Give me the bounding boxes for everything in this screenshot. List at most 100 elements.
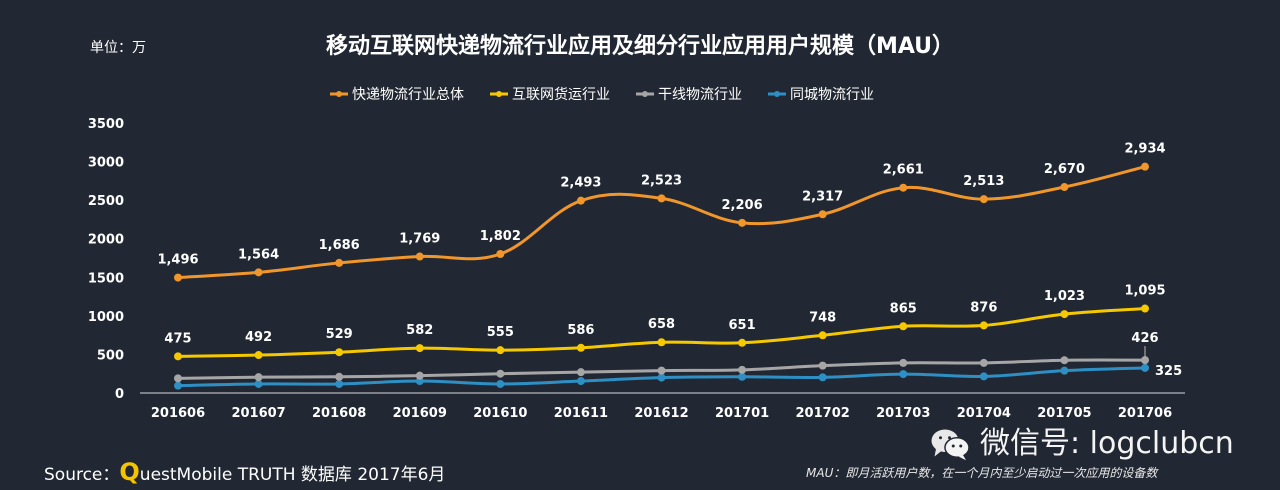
legend-item: 互联网货运行业 (490, 84, 610, 104)
unit-label: 单位：万 (90, 40, 146, 56)
data-point (335, 379, 344, 388)
x-tick-label: 201704 (957, 406, 1011, 421)
data-point (335, 348, 344, 357)
data-label: 1,769 (399, 232, 440, 247)
data-point (899, 183, 908, 192)
data-point (576, 368, 585, 377)
legend-label: 快递物流行业总体 (352, 87, 464, 103)
legend-marker (636, 91, 654, 97)
data-label: 2,661 (883, 163, 924, 178)
data-label: 555 (487, 325, 514, 340)
legend-label: 同城物流行业 (790, 87, 874, 103)
legend-marker (330, 91, 348, 97)
data-point (899, 370, 908, 379)
source-rest: uestMobile TRUTH 数据库 2017年6月 (139, 465, 446, 485)
data-point (415, 344, 424, 353)
legend-label: 互联网货运行业 (512, 87, 610, 103)
data-point (174, 273, 182, 282)
data-point (174, 381, 182, 390)
data-label: 2,317 (802, 189, 843, 204)
data-point (657, 338, 666, 347)
data-label: 1,564 (238, 247, 279, 262)
watermark: 微信号: logclubcn (930, 427, 1234, 461)
data-point (174, 374, 182, 383)
data-point (738, 365, 747, 374)
y-tick-label: 500 (97, 348, 124, 363)
x-tick-label: 201606 (151, 406, 205, 421)
y-tick-label: 1000 (88, 310, 124, 325)
data-point (1060, 183, 1069, 192)
data-point (818, 210, 827, 219)
data-point (576, 377, 585, 386)
data-label: 2,513 (963, 174, 1004, 189)
wechat-icon (931, 429, 970, 460)
data-label: 475 (164, 331, 191, 346)
data-label: 865 (890, 301, 917, 316)
data-point (1141, 304, 1149, 313)
source-text: Source：QuestMobile TRUTH 数据库 2017年6月 (44, 458, 445, 486)
data-point (496, 346, 505, 355)
data-point (335, 258, 344, 267)
data-point (738, 372, 747, 381)
watermark-text: 微信号: logclubcn (980, 426, 1234, 461)
y-tick-label: 1500 (88, 271, 124, 286)
data-point (1141, 162, 1149, 171)
data-label: 1,095 (1124, 284, 1165, 299)
legend-item: 干线物流行业 (636, 84, 742, 104)
y-tick-label: 3500 (88, 117, 124, 132)
data-point (335, 372, 344, 381)
x-tick-label: 201612 (634, 406, 688, 421)
legend-label: 干线物流行业 (658, 87, 742, 103)
x-tick-label: 201608 (312, 406, 366, 421)
source-prefix: Source： (44, 465, 120, 485)
x-tick-label: 201703 (876, 406, 930, 421)
data-point (496, 249, 505, 258)
data-point (979, 321, 988, 330)
data-label: 2,493 (560, 176, 601, 191)
data-point (496, 379, 505, 388)
data-label: 529 (326, 327, 353, 342)
data-label: 651 (729, 318, 756, 333)
data-label: 325 (1155, 364, 1182, 379)
data-label: 2,523 (641, 173, 682, 188)
data-label: 748 (809, 310, 836, 325)
legend-item: 快递物流行业总体 (330, 84, 464, 104)
data-point (657, 366, 666, 375)
data-label: 876 (970, 300, 997, 315)
data-point (899, 322, 908, 331)
data-label: 1,802 (480, 229, 521, 244)
data-point (254, 379, 263, 388)
data-point (1141, 356, 1149, 365)
data-point (818, 331, 827, 340)
data-label: 1,023 (1044, 289, 1085, 304)
data-point (818, 361, 827, 370)
data-point (738, 338, 747, 347)
data-label: 2,670 (1044, 162, 1085, 177)
data-label: 582 (406, 323, 433, 338)
data-point (174, 352, 182, 361)
legend-marker (768, 91, 786, 97)
chart-plot: 0 500 1000 1500 2000 2500 3000 3500 201606 201607… (88, 117, 1185, 421)
data-point (979, 195, 988, 204)
x-tick-label: 201702 (796, 406, 850, 421)
x-tick-label: 201706 (1118, 406, 1172, 421)
data-point (576, 343, 585, 352)
x-tick-label: 201701 (715, 406, 769, 421)
data-point (1141, 363, 1149, 372)
data-point (818, 373, 827, 382)
x-tick-label: 201607 (231, 406, 285, 421)
data-point (415, 371, 424, 380)
x-tick-label: 201609 (393, 406, 447, 421)
data-point (415, 252, 424, 261)
x-tick-label: 201705 (1037, 406, 1091, 421)
questmobile-logo-q: Q (119, 458, 140, 486)
data-label: 2,206 (722, 198, 763, 213)
x-tick-label: 201610 (473, 406, 527, 421)
data-point (1060, 366, 1069, 375)
y-tick-label: 3000 (88, 156, 124, 171)
data-point (657, 373, 666, 382)
data-point (254, 373, 263, 382)
y-tick-label: 2000 (88, 233, 124, 248)
data-point (899, 358, 908, 367)
data-point (254, 268, 263, 277)
